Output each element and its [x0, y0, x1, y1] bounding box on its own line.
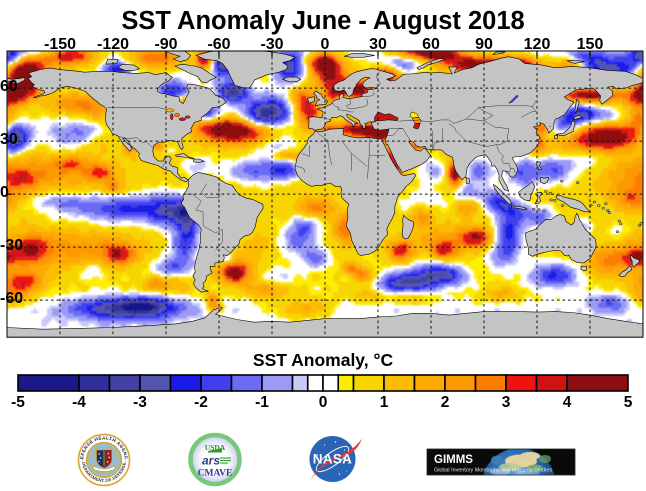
svg-text:NASA: NASA — [313, 452, 352, 467]
svg-text:ars: ars — [202, 454, 220, 468]
svg-text:GIMMS: GIMMS — [434, 454, 473, 466]
svg-text:CMAVE: CMAVE — [198, 469, 233, 479]
svg-text:Global Inventory Monitoring an: Global Inventory Monitoring and Mapping … — [434, 468, 552, 474]
svg-text:USDA: USDA — [205, 443, 226, 452]
